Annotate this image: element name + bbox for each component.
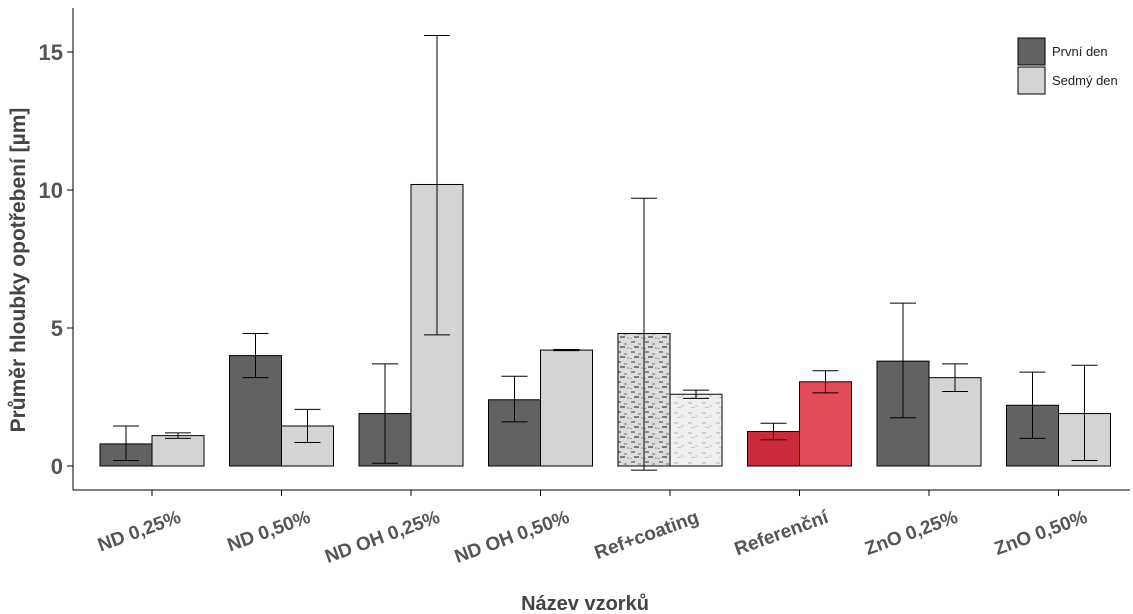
bar: [281, 425, 334, 467]
bar: [928, 377, 982, 467]
axes: [72, 8, 1130, 491]
legend-swatch: [1017, 66, 1046, 95]
x-tick-label: Ref+coating: [592, 507, 702, 564]
bars: [99, 183, 1111, 467]
y-tick-label: 10: [39, 178, 63, 203]
bar: [799, 381, 852, 467]
x-tick-label: ND OH 0,50%: [452, 507, 572, 568]
legend-swatch: [1017, 37, 1046, 66]
bar: [540, 349, 593, 467]
x-tick-label: ND 0,25%: [95, 507, 184, 556]
x-tick-labels: ND 0,25% ND 0,50% ND OH 0,25% ND OH 0,50% Re…: [95, 490, 1090, 568]
x-tick-label: ND 0,50%: [225, 507, 314, 556]
y-tick-label: 0: [51, 454, 63, 479]
x-tick-label: ZnO 0,50%: [992, 507, 1091, 560]
legend-label: Sedmý den: [1052, 73, 1118, 88]
legend: První den Sedmý den: [1017, 37, 1118, 95]
bar: [151, 435, 205, 467]
bar: [669, 393, 723, 467]
y-axis-title: Průměr hloubky opotřebení [µm]: [7, 108, 30, 433]
x-tick-label: Referenční: [732, 507, 832, 561]
error-bars: [113, 34, 1098, 471]
y-tick-label: 15: [39, 40, 63, 65]
legend-label: První den: [1052, 44, 1108, 59]
x-axis-title: Název vzorků: [521, 593, 649, 614]
x-tick-label: ZnO 0,25%: [862, 507, 961, 560]
y-tick-labels: 0 5 10 15: [39, 40, 73, 479]
x-tick-label: ND OH 0,25%: [322, 507, 442, 568]
y-tick-label: 5: [51, 316, 63, 341]
